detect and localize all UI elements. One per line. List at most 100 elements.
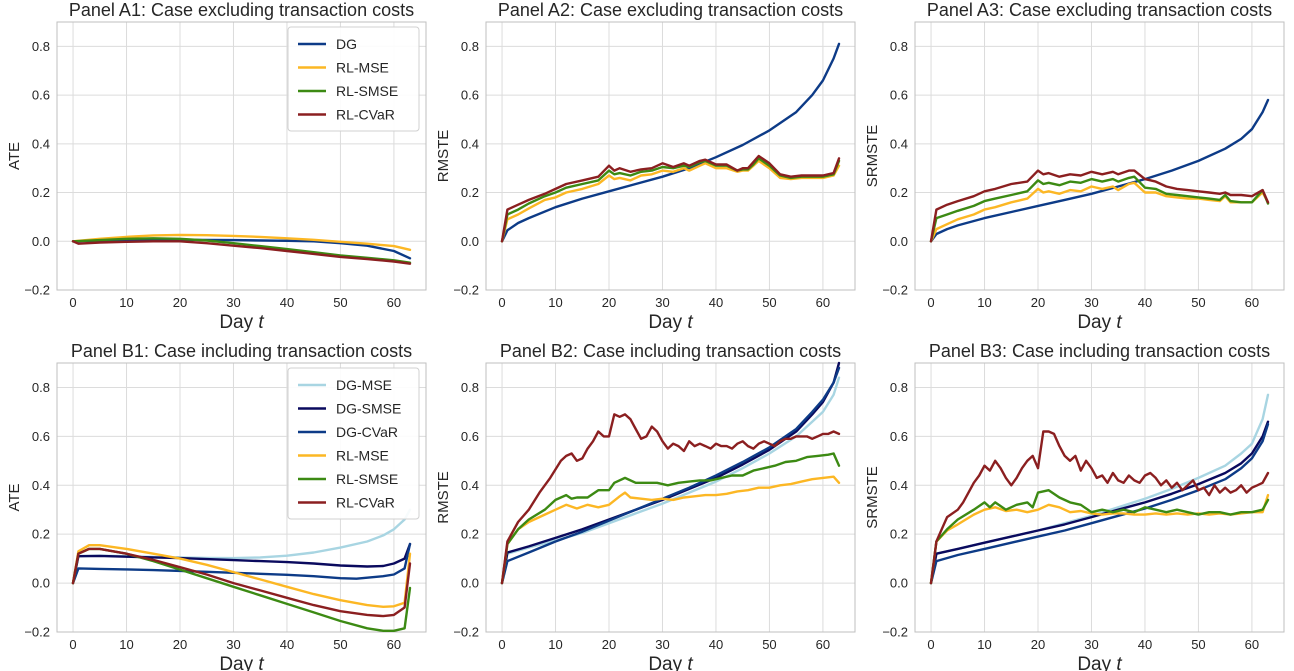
plot-frame — [485, 21, 856, 291]
y-tick-label: 0.6 — [32, 88, 50, 103]
x-tick-label: 50 — [333, 637, 347, 652]
y-tick-label: 0.0 — [461, 576, 479, 591]
legend: DG RL-MSE RL-SMSE RL-CVaR — [287, 26, 420, 132]
x-tick-label: 60 — [387, 637, 401, 652]
series-line-dg-cvar — [929, 422, 1270, 585]
y-tick-label: 0.0 — [890, 576, 908, 591]
y-axis-label: RMSTE — [435, 130, 452, 183]
x-tick-label: 0 — [498, 295, 505, 310]
y-tick-label: 0.6 — [890, 88, 908, 103]
series-line-dg — [500, 42, 841, 243]
x-tick-label: 0 — [69, 637, 76, 652]
series-line-rl-cvar — [500, 154, 841, 243]
legend: DG-MSE DG-SMSE DG-CVaR RL-MSE RL-SMSE RL-CVaR — [287, 367, 420, 520]
x-tick-label: 40 — [709, 295, 723, 310]
y-tick-label: 0.6 — [461, 429, 479, 444]
x-tick-label: 50 — [762, 295, 776, 310]
series-line-rl-mse — [929, 493, 1270, 585]
x-tick-label: 20 — [602, 637, 616, 652]
y-axis-label: SRMSTE — [864, 125, 881, 188]
series-line-rl-smse — [929, 175, 1270, 243]
x-tick-label: 20 — [173, 295, 187, 310]
legend-label-dg-mse: DG-MSE — [336, 377, 392, 393]
series-line-rl-mse — [500, 159, 841, 243]
x-tick-label: 50 — [762, 637, 776, 652]
legend-label-rl-cvar: RL-CVaR — [336, 495, 395, 511]
series-line-rl-cvar — [500, 413, 841, 585]
panel-a1: 0 10 20 30 40 50 60 −0.2 0.0 0.2 0.4 0.6 0.8 Panel A1… — [6, 0, 427, 333]
series-line-rl-smse — [500, 452, 841, 585]
y-tick-label: 0.8 — [461, 380, 479, 395]
x-tick-label: 30 — [226, 637, 240, 652]
y-tick-label: −0.2 — [453, 283, 479, 298]
x-axis-label-var: t — [258, 654, 264, 671]
x-tick-label: 20 — [602, 295, 616, 310]
x-tick-label: 30 — [655, 295, 669, 310]
legend-label-dg: DG — [336, 36, 357, 52]
y-axis-label: ATE — [6, 483, 23, 511]
legend-label-rl-mse: RL-MSE — [336, 60, 389, 76]
series-line-dg — [71, 238, 412, 260]
x-tick-label: 30 — [1084, 295, 1098, 310]
y-tick-label: 0.2 — [890, 185, 908, 200]
y-tick-label: −0.2 — [453, 625, 479, 640]
y-tick-label: 0.4 — [890, 136, 908, 151]
plot-area — [915, 22, 1284, 290]
x-tick-label: 60 — [1245, 295, 1259, 310]
y-tick-label: 0.6 — [461, 88, 479, 103]
series-line-rl-mse — [71, 233, 412, 251]
x-axis-label-text: Day — [1077, 654, 1116, 671]
y-tick-label: 0.2 — [32, 185, 50, 200]
y-axis-label: SRMSTE — [864, 466, 881, 529]
y-tick-label: −0.2 — [24, 625, 50, 640]
x-tick-label: 0 — [927, 637, 934, 652]
y-tick-label: 0.0 — [32, 234, 50, 249]
x-tick-label: 30 — [655, 637, 669, 652]
series-line-dg-cvar — [71, 542, 412, 585]
y-tick-label: 0.6 — [890, 429, 908, 444]
y-tick-label: 0.4 — [461, 136, 479, 151]
y-tick-label: 0.8 — [890, 380, 908, 395]
y-tick-label: 0.8 — [461, 39, 479, 54]
x-tick-label: 60 — [816, 295, 830, 310]
x-axis-label: Day t — [1077, 654, 1122, 671]
plot-frame — [56, 21, 427, 291]
x-tick-label: 0 — [927, 295, 934, 310]
x-tick-label: 50 — [1191, 295, 1205, 310]
x-axis-label-text: Day — [648, 312, 687, 333]
panel-title: Panel A3: Case excluding transaction cos… — [927, 0, 1272, 20]
x-axis-label-text: Day — [219, 654, 258, 671]
x-tick-label: 10 — [977, 637, 991, 652]
x-tick-label: 60 — [1245, 637, 1259, 652]
panel-title: Panel A2: Case excluding transaction cos… — [498, 0, 843, 20]
y-tick-label: 0.0 — [461, 234, 479, 249]
panel-a2: 0 10 20 30 40 50 60 −0.2 0.0 0.2 0.4 0.6 0.8 Panel A2… — [435, 0, 856, 333]
y-tick-label: 0.4 — [32, 136, 50, 151]
legend-label-dg-cvar: DG-CVaR — [336, 424, 398, 440]
x-tick-label: 20 — [1031, 637, 1045, 652]
legend-label-dg-smse: DG-SMSE — [336, 401, 401, 417]
x-tick-label: 0 — [498, 637, 505, 652]
legend-label-rl-smse: RL-SMSE — [336, 471, 398, 487]
panel-b1: 0 10 20 30 40 50 60 −0.2 0.0 0.2 0.4 0.6 0.8 Panel B1… — [6, 341, 427, 671]
x-axis-label: Day t — [648, 312, 693, 333]
x-tick-label: 10 — [548, 637, 562, 652]
x-axis-label: Day t — [1077, 312, 1122, 333]
legend-label-rl-cvar: RL-CVaR — [336, 107, 395, 123]
x-tick-label: 50 — [1191, 637, 1205, 652]
x-tick-label: 30 — [226, 295, 240, 310]
y-tick-label: −0.2 — [882, 625, 908, 640]
series-line-rl-smse — [929, 489, 1270, 585]
plot-area — [915, 363, 1284, 632]
x-tick-label: 30 — [1084, 637, 1098, 652]
x-axis-label-var: t — [258, 312, 264, 333]
x-tick-label: 50 — [333, 295, 347, 310]
x-axis-label-text: Day — [1077, 312, 1116, 333]
x-axis-label: Day t — [219, 312, 264, 333]
x-axis-label-var: t — [1116, 654, 1122, 671]
panel-title: Panel A1: Case excluding transaction cos… — [69, 0, 414, 20]
y-tick-label: 0.6 — [32, 429, 50, 444]
y-tick-label: 0.8 — [32, 39, 50, 54]
series-line-rl-mse — [71, 544, 412, 608]
